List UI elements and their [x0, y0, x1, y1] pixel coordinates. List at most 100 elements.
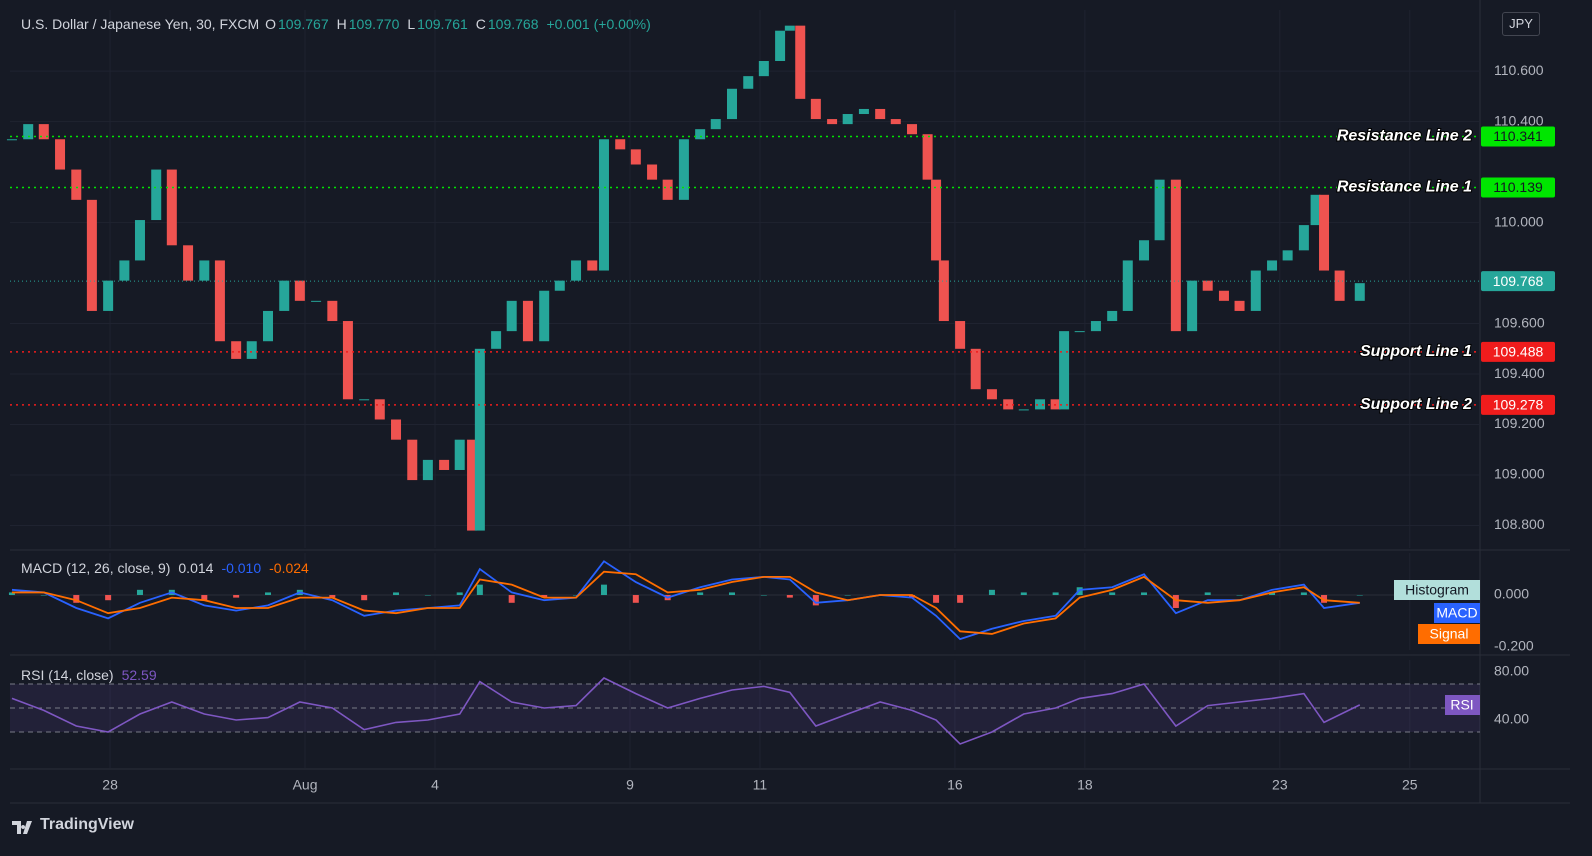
histogram-bar: [8, 592, 15, 596]
legend-label: MACD: [1436, 605, 1477, 621]
histogram-bar: [760, 595, 767, 596]
x-tick-label: 9: [626, 777, 634, 793]
candle: [662, 179, 673, 200]
candle: [986, 389, 997, 400]
candle: [1139, 240, 1150, 261]
histogram-bar: [1172, 595, 1179, 608]
level-price: 109.488: [1493, 344, 1544, 360]
x-tick-label: 18: [1077, 777, 1093, 793]
candle: [214, 260, 225, 342]
legend-box: [1434, 603, 1480, 623]
level-price-box: [1481, 341, 1555, 362]
histogram-bar: [600, 584, 607, 596]
level-name: Support Line 2: [1360, 396, 1472, 413]
x-tick-label: 23: [1272, 777, 1288, 793]
candle: [1003, 399, 1014, 410]
level-price: 110.139: [1493, 179, 1543, 195]
candle: [784, 25, 795, 31]
x-tick-label: 25: [1402, 777, 1418, 793]
level-price-box: [1481, 177, 1555, 198]
candle: [294, 280, 305, 301]
candle: [1187, 280, 1198, 332]
histogram-bar: [73, 595, 80, 603]
histogram-bar: [456, 592, 463, 596]
candle: [647, 164, 658, 180]
histogram-bar: [424, 595, 431, 596]
histogram-bar: [361, 595, 368, 601]
candle: [931, 179, 942, 261]
y-tick-label: 0.000: [1494, 586, 1529, 602]
y-tick-label: 109.200: [1494, 415, 1545, 431]
symbol-header: U.S. Dollar / Japanese Yen, 30, FXCM O 109…: [21, 16, 653, 32]
candle: [439, 459, 450, 470]
candle: [1122, 260, 1133, 311]
candle: [86, 199, 97, 311]
candle: [506, 300, 517, 332]
y-tick-label: 110.600: [1494, 62, 1544, 78]
histogram-bar: [541, 595, 548, 598]
histogram-bar: [933, 595, 940, 603]
candle: [1107, 310, 1118, 322]
candle: [38, 124, 49, 140]
rsi-header: RSI (14, close) 52.59: [21, 667, 159, 683]
legend-box: [1394, 580, 1480, 600]
y-tick-label: 40.00: [1494, 711, 1529, 727]
y-tick-label: -0.200: [1494, 638, 1534, 654]
candle: [842, 114, 853, 125]
candle: [695, 129, 706, 140]
currency-button[interactable]: JPY: [1502, 12, 1540, 36]
indicator-value: -0.024: [269, 560, 309, 576]
candle: [166, 169, 177, 246]
x-tick-label: 4: [431, 777, 439, 793]
change: +0.001 (+0.00%): [546, 16, 651, 32]
histogram-bar: [812, 595, 819, 606]
candle: [103, 280, 114, 311]
candle: [1018, 409, 1029, 411]
histogram-bar: [105, 595, 112, 601]
legend-box: [1418, 624, 1480, 644]
candle: [678, 139, 689, 200]
histogram-bar: [1356, 595, 1363, 596]
candle: [1234, 300, 1245, 311]
candle: [311, 300, 322, 302]
candle: [55, 139, 66, 170]
marks: [6, 25, 1480, 745]
candle: [587, 260, 598, 271]
indicator-value: 0.014: [178, 560, 214, 576]
last-price-box: [1481, 271, 1555, 292]
histogram-bar: [957, 595, 964, 603]
grid: [10, 10, 1480, 768]
y-tick-label: 110.400: [1494, 112, 1544, 128]
ohlc-value: 109.767: [278, 16, 329, 32]
histogram-bar: [1141, 592, 1148, 596]
level-name: Support Line 1: [1360, 343, 1472, 360]
rsi-line: [11, 677, 1361, 745]
brand: TradingView: [40, 816, 134, 833]
y-tick-label: 109.600: [1494, 314, 1545, 330]
candle: [1250, 270, 1261, 311]
candle: [183, 245, 194, 281]
candle: [554, 280, 565, 291]
histogram-bar: [1269, 592, 1276, 596]
histogram-bar: [786, 595, 793, 598]
candle: [391, 419, 402, 440]
candle: [630, 149, 641, 165]
candle: [827, 119, 838, 125]
histogram-bar: [988, 589, 995, 596]
candle: [922, 134, 933, 180]
indicator-title: MACD (12, 26, close, 9): [21, 560, 171, 576]
candle: [199, 260, 210, 281]
candle: [598, 139, 609, 271]
last-price: 109.768: [1493, 273, 1544, 289]
histogram-bar: [632, 595, 639, 603]
histogram-bar: [476, 584, 483, 596]
histogram-bar: [329, 595, 336, 598]
candle: [1298, 225, 1309, 251]
candle: [342, 321, 353, 400]
histogram-bar: [844, 595, 851, 596]
x-tick-label: 11: [753, 777, 768, 793]
candle: [795, 25, 806, 99]
